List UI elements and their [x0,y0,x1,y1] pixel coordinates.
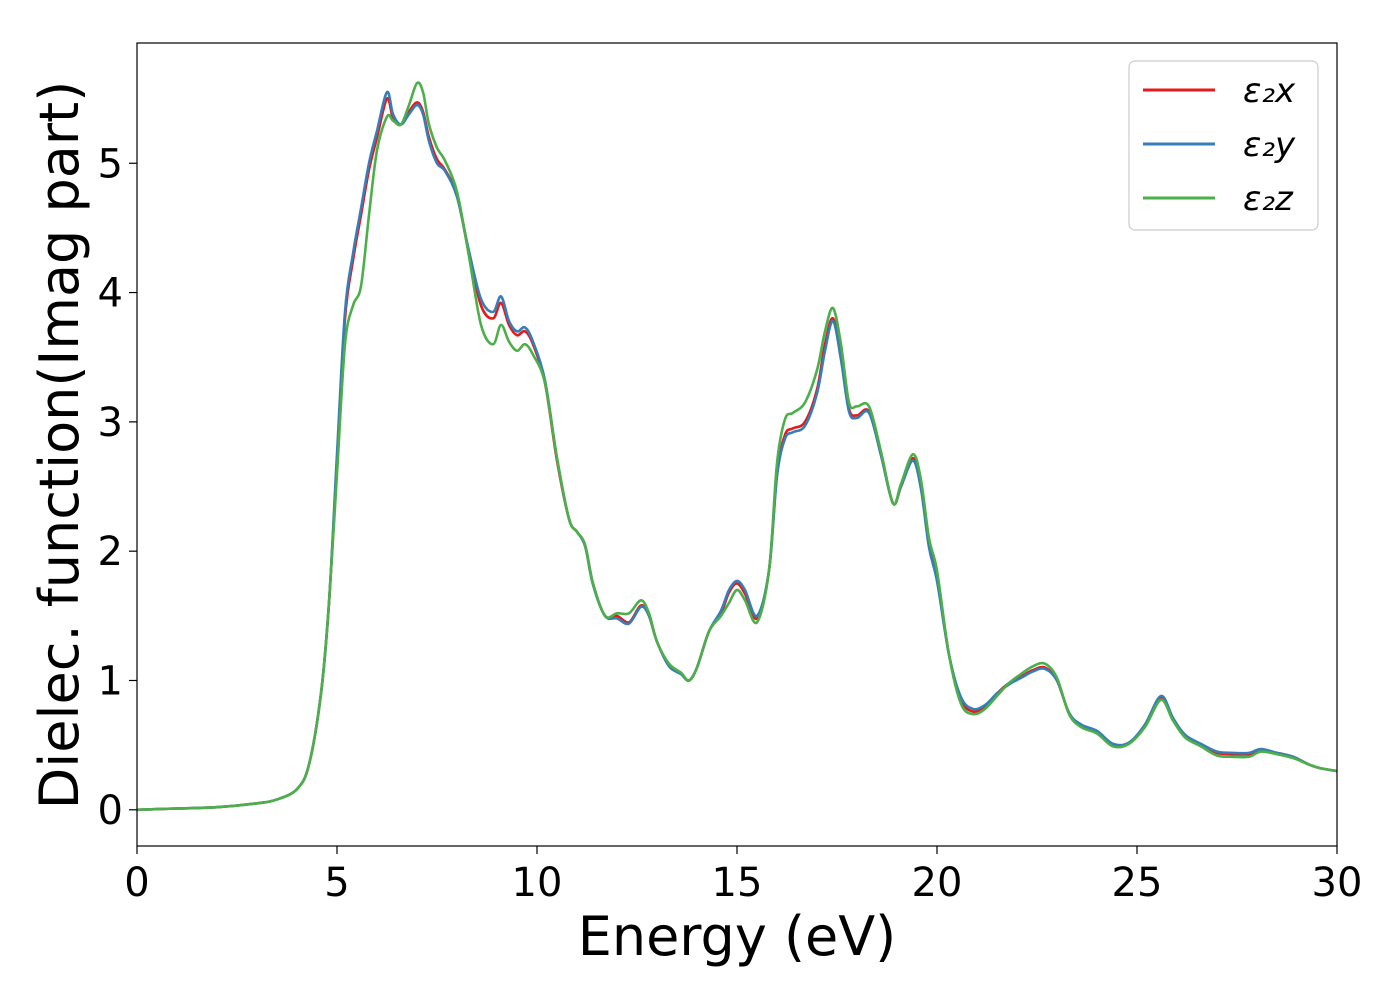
y-tick-label: 1 [98,658,123,704]
x-tick-label: 30 [1312,860,1363,906]
legend-label-2: ε₂z [1243,179,1294,219]
y-tick-label: 3 [98,400,123,446]
x-tick-label: 10 [512,860,563,906]
series-line-2 [136,81,1338,812]
x-tick-label: 25 [1112,860,1163,906]
x-tick-label: 15 [712,860,763,906]
y-axis-label: Dielec. function(Imag part) [28,81,91,810]
y-tick-label: 0 [98,788,123,834]
y-tick-label: 5 [98,141,123,187]
x-tick-label: 5 [324,860,349,906]
legend: ε₂x ε₂y ε₂z [1128,60,1319,231]
y-tick-label: 4 [98,271,123,317]
x-tick-label: 20 [912,860,963,906]
plot-lines [136,81,1338,812]
legend-label-0: ε₂x [1243,71,1296,111]
y-tick-label: 2 [98,529,123,575]
y-axis-ticks: 0 1 2 3 4 5 [98,141,137,834]
legend-box [1128,60,1319,231]
x-axis-ticks: 0 5 10 15 20 25 30 [124,846,1362,906]
x-axis-label: Energy (eV) [578,905,897,968]
series-line-1 [136,90,1338,812]
x-tick-label: 0 [124,860,149,906]
legend-label-1: ε₂y [1243,125,1296,165]
